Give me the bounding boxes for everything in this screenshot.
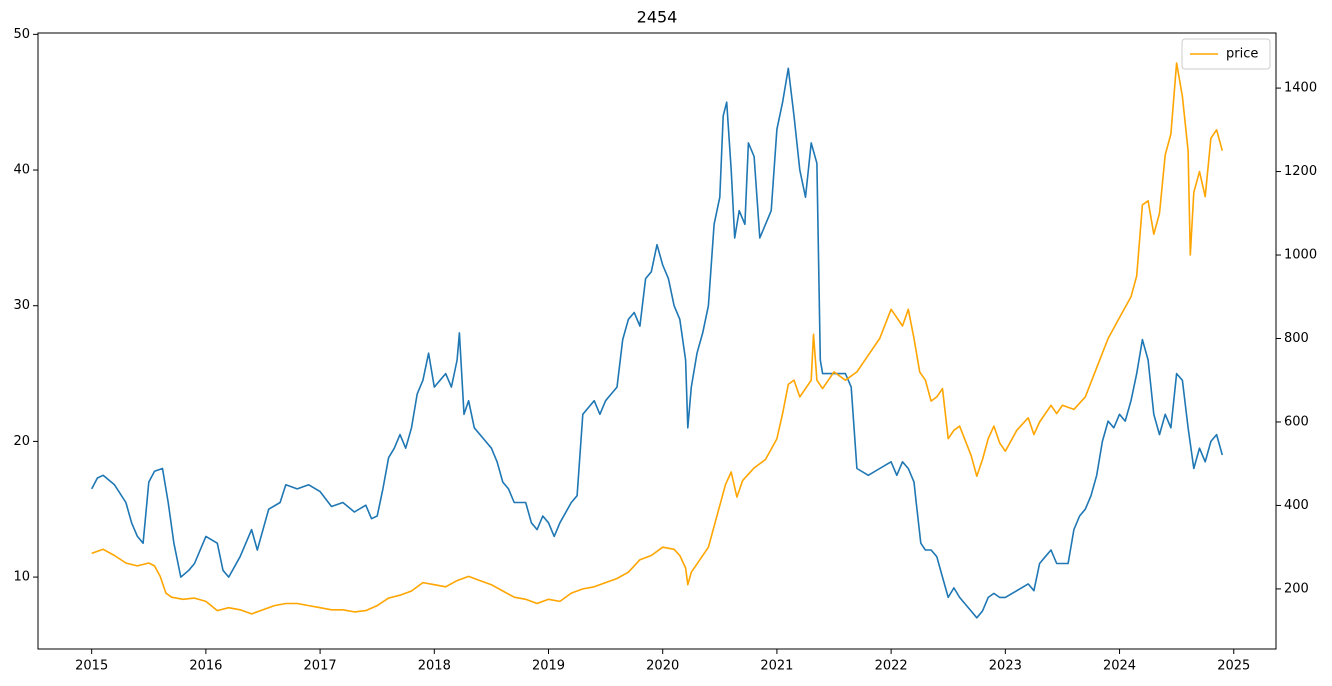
line-series: [91, 62, 1224, 615]
y2-tick-label: 1200: [1284, 164, 1317, 179]
x-tick-label: 2025: [1217, 659, 1250, 674]
x-tick-label: 2024: [1103, 659, 1136, 674]
x-tick-label: 2015: [75, 659, 108, 674]
x-tick-label: 2021: [760, 659, 793, 674]
x-tick-label: 2018: [418, 659, 451, 674]
y2-tick-label: 1000: [1284, 248, 1317, 263]
x-tick-label: 2017: [304, 659, 337, 674]
legend-label: price: [1226, 47, 1258, 62]
line-series: [90, 67, 1224, 619]
x-tick-label: 2022: [875, 659, 908, 674]
y2-tick-label: 800: [1284, 331, 1309, 346]
y-tick-label: 10: [13, 570, 30, 585]
x-tick-label: 2023: [989, 659, 1022, 674]
y2-tick-label: 600: [1284, 414, 1309, 429]
y-tick-label: 40: [13, 163, 30, 178]
y2-tick-label: 200: [1284, 581, 1309, 596]
y2-tick-label: 1400: [1284, 81, 1317, 96]
y2-tick-label: 400: [1284, 498, 1309, 513]
y-tick-label: 30: [13, 298, 30, 313]
chart-title: 2454: [637, 8, 678, 27]
y-tick-label: 20: [13, 434, 30, 449]
y-tick-label: 50: [13, 27, 30, 42]
plot-frame: [37, 32, 1277, 650]
x-tick-label: 2016: [189, 659, 222, 674]
x-tick-label: 2019: [532, 659, 565, 674]
x-tick-label: 2020: [646, 659, 679, 674]
legend-box: [1181, 38, 1271, 70]
